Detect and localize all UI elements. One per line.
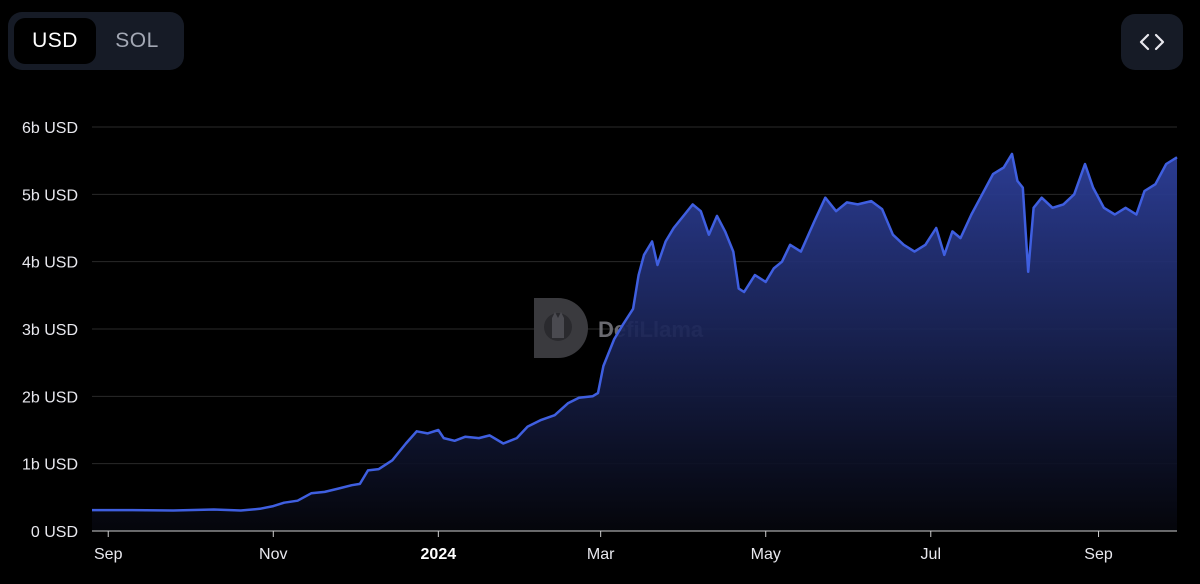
x-axis: Sep Nov 2024 Mar May Jul Sep (94, 531, 1113, 563)
y-tick-label: 2b USD (22, 389, 78, 406)
code-brackets-icon (1139, 33, 1165, 51)
embed-code-button[interactable] (1121, 14, 1183, 70)
currency-toggle: USD SOL (8, 12, 184, 70)
x-tick-label: Sep (94, 546, 123, 563)
x-tick-label: May (751, 546, 781, 563)
y-tick-label: 4b USD (22, 255, 78, 272)
series-area (92, 153, 1177, 531)
y-tick-label: 3b USD (22, 322, 78, 339)
x-tick-label: Jul (921, 546, 941, 563)
y-tick-label: 1b USD (22, 457, 78, 474)
x-tick-label: Mar (587, 546, 615, 563)
y-axis: 0 USD 1b USD 2b USD 3b USD 4b USD 5b USD 6b US… (22, 120, 78, 541)
y-tick-label: 6b USD (22, 120, 78, 137)
llama-logo-icon (534, 298, 588, 358)
series-line (92, 152, 1178, 512)
x-tick-label: Sep (1084, 546, 1113, 563)
x-tick-label: Nov (259, 546, 287, 563)
y-tick-label: 5b USD (22, 187, 78, 204)
x-tick-label: 2024 (421, 546, 457, 563)
sol-toggle-button[interactable]: SOL (115, 29, 159, 52)
usd-toggle-button[interactable]: USD (14, 18, 96, 64)
y-tick-label: 0 USD (31, 524, 78, 541)
